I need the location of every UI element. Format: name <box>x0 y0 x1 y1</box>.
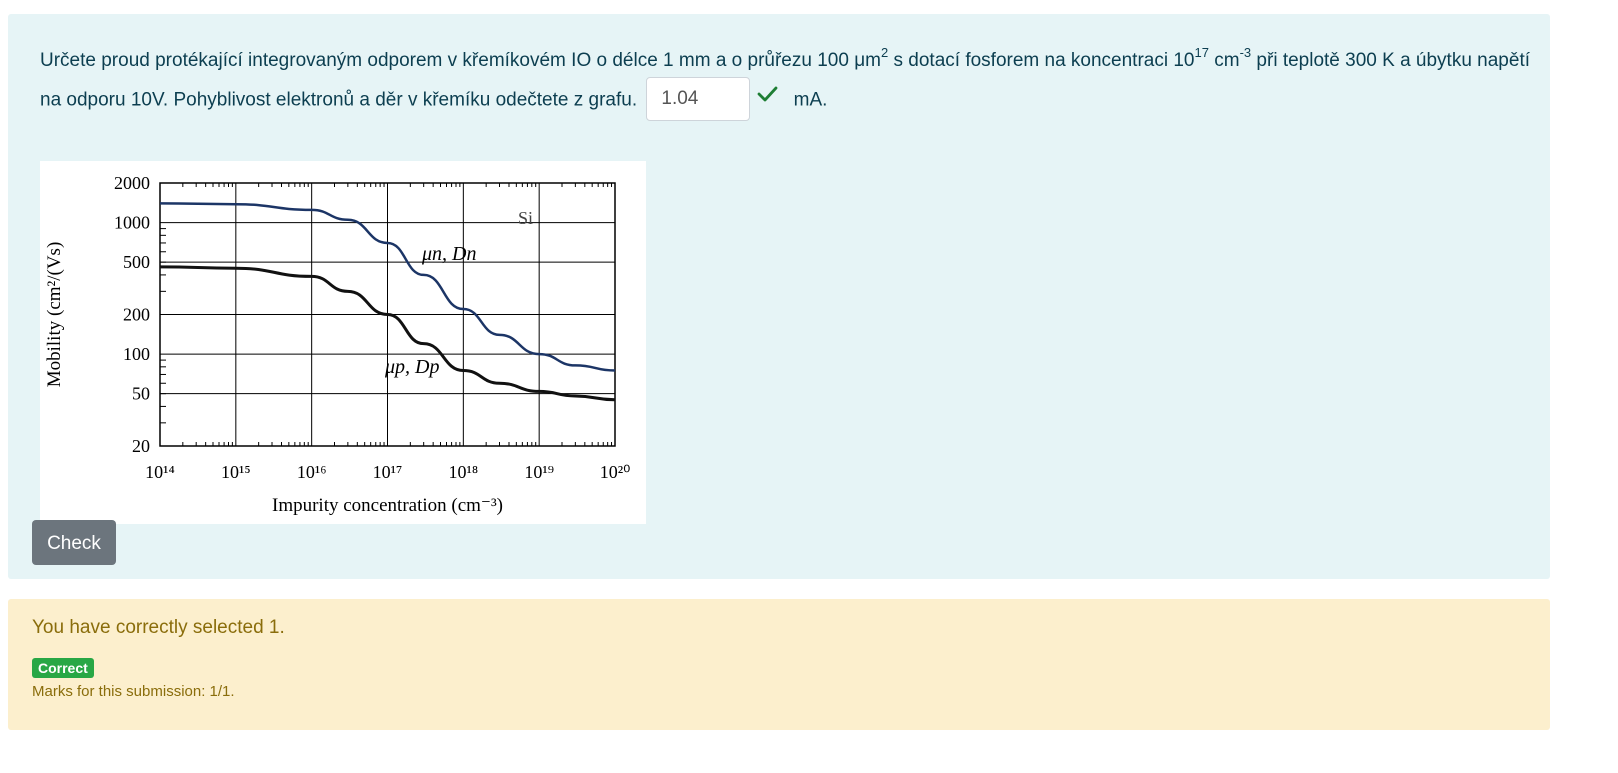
series-label: μn, Dn <box>421 243 476 265</box>
mobility-chart-svg: 2000 1000 500 200 100 50 20 10¹⁴ 10¹⁵ 10¹⁶ 10¹⁷ 10¹… <box>44 173 631 516</box>
x-tick-label: 10¹⁵ <box>221 462 251 482</box>
question-text-part: při teplotě 300 K a úbytku napětí na odp… <box>40 50 1530 111</box>
y-axis-label: Mobility (cm²/(Vs) <box>44 242 65 388</box>
question-text-part: cm <box>1208 50 1240 71</box>
y-tick-label: 2000 <box>114 173 150 193</box>
answer-input[interactable]: 1.04 <box>646 77 751 121</box>
superscript: -3 <box>1239 44 1252 60</box>
x-tick-label: 10¹⁹ <box>524 462 554 482</box>
question-panel: Určete proud protékající integrovaným od… <box>8 14 1550 579</box>
y-tick-label: 20 <box>132 436 150 456</box>
check-icon <box>756 80 778 118</box>
x-tick-label: 10¹⁸ <box>448 462 478 482</box>
marks-text: Marks for this submission: 1/1. <box>32 683 235 700</box>
y-tick-label: 1000 <box>114 213 150 233</box>
superscript: 2 <box>880 44 889 60</box>
y-tick-label: 50 <box>132 384 150 404</box>
x-tick-label: 10¹⁷ <box>373 462 403 482</box>
question-text-part: Určete proud protékající integrovaným od… <box>40 50 881 71</box>
y-tick-label: 200 <box>123 305 150 325</box>
y-tick-label: 100 <box>123 344 150 364</box>
correct-badge: Correct <box>32 658 94 678</box>
series-label: μp, Dp <box>384 356 439 378</box>
y-tick-label: 500 <box>123 252 150 272</box>
superscript: 17 <box>1194 44 1209 60</box>
x-axis-label: Impurity concentration (cm⁻³) <box>272 495 503 516</box>
series-line <box>159 202 616 372</box>
mobility-chart: 2000 1000 500 200 100 50 20 10¹⁴ 10¹⁵ 10¹⁶ 10¹⁷ 10¹… <box>40 161 646 524</box>
answer-unit: mA. <box>793 89 828 111</box>
feedback-panel: You have correctly selected 1. Correct M… <box>8 599 1550 730</box>
series-line <box>159 265 616 402</box>
question-text-part: s dotací fosforem na koncentraci 10 <box>888 50 1195 71</box>
x-tick-label: 10¹⁶ <box>297 462 327 482</box>
x-tick-label: 10²⁰ <box>600 462 631 482</box>
check-button[interactable]: Check <box>32 520 116 565</box>
x-tick-label: 10¹⁴ <box>145 462 175 482</box>
feedback-text: You have correctly selected 1. <box>32 617 285 638</box>
material-annotation: Si <box>518 208 533 228</box>
question-text: Určete proud protékající integrovaným od… <box>40 42 1540 121</box>
